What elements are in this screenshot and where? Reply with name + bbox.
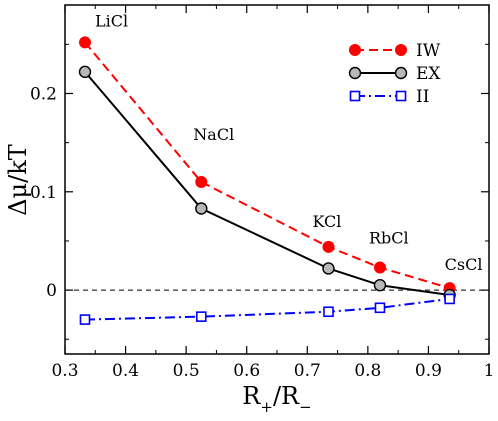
y-tick-label: 0.1 (30, 183, 57, 203)
x-axis-title: R+/R− (242, 382, 311, 416)
tick-labels: 0.3 0.4 0.5 0.6 0.7 0.8 0.9 1 0 0.1 0.2 (30, 84, 494, 381)
x-tick-label: 0.4 (112, 361, 139, 381)
point-ex (195, 202, 208, 215)
point-iw (195, 175, 208, 188)
legend-label-ii: II (416, 87, 429, 107)
point-iw (322, 240, 335, 253)
x-tick-label: 0.8 (354, 361, 381, 381)
point-ex (78, 65, 92, 79)
annotation-label: LiCl (95, 11, 128, 30)
point-ii (323, 306, 334, 318)
point-ii (374, 302, 386, 314)
point-ii (444, 293, 455, 305)
series-layer (78, 36, 456, 325)
point-ex (322, 262, 335, 275)
x-tick-label: 0.7 (294, 361, 321, 381)
legend-marker-iw (349, 44, 361, 56)
annotation-label: KCl (312, 212, 341, 231)
legend: IW EX II (348, 41, 441, 107)
series-line-iw (84, 41, 450, 290)
series-line-ex (84, 71, 450, 297)
legend-marker-ii (395, 90, 407, 102)
legend-marker-ex (348, 66, 362, 80)
y-tick-label: 0 (46, 281, 57, 301)
legend-marker-iw (395, 44, 407, 56)
point-iw (373, 261, 386, 274)
x-tick-label: 0.9 (415, 361, 442, 381)
point-ii (79, 314, 91, 325)
axis-ticks (64, 5, 490, 354)
legend-marker-ex (394, 66, 408, 80)
annotation-label: RbCl (369, 228, 409, 247)
legend-label-iw: IW (416, 41, 441, 61)
y-axis-title: Δμ/kT (4, 144, 32, 216)
x-tick-label: 1 (484, 361, 495, 381)
legend-marker-ii (349, 90, 361, 102)
series-line-ii (84, 297, 450, 321)
point-ex (373, 278, 387, 292)
x-tick-label: 0.3 (51, 361, 78, 381)
y-tick-label: 0.2 (30, 84, 57, 104)
legend-label-ex: EX (416, 64, 441, 84)
annotation-label: CsCl (445, 255, 483, 274)
x-tick-label: 0.6 (233, 361, 260, 381)
point-iw (78, 36, 91, 49)
x-tick-label: 0.5 (173, 361, 200, 381)
annotation-label: NaCl (193, 125, 234, 144)
point-annotations: LiCl NaCl KCl RbCl CsCl (95, 11, 482, 274)
point-ii (195, 311, 207, 322)
